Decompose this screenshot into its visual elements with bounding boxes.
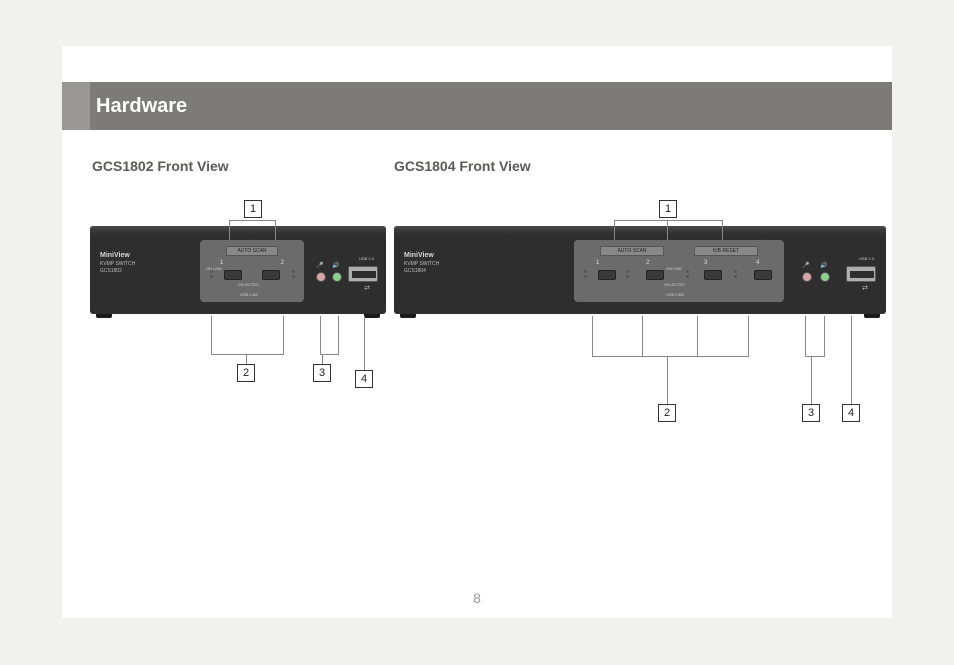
usb-label: USB 2.0 xyxy=(859,256,874,261)
callout-2: 2 xyxy=(237,364,255,382)
callout-line xyxy=(320,316,321,354)
port-select-2[interactable] xyxy=(262,270,280,280)
callout-3: 3 xyxy=(313,364,331,382)
callout-line xyxy=(851,316,852,404)
led-column xyxy=(732,270,738,278)
callout-line xyxy=(283,316,284,354)
device-top-edge xyxy=(394,226,886,234)
port-select-1[interactable] xyxy=(224,270,242,280)
callout-line xyxy=(748,316,749,356)
callout-line xyxy=(667,356,668,404)
callout-4: 4 xyxy=(842,404,860,422)
callout-line xyxy=(322,354,323,364)
port-select-4[interactable] xyxy=(754,270,772,280)
usb-label: USB 2.0 xyxy=(359,256,374,261)
led-column xyxy=(582,270,588,278)
port-select-3[interactable] xyxy=(704,270,722,280)
product-text: KVMP SWITCH xyxy=(404,261,439,267)
control-panel: AUTO SCAN 1 2 ON LINE SELECTED USB LINK xyxy=(200,240,304,302)
port-number-4: 4 xyxy=(756,260,759,266)
port-select-1[interactable] xyxy=(598,270,616,280)
header-bar: Hardware xyxy=(62,82,892,130)
callout-line xyxy=(805,356,825,357)
port-number-1: 1 xyxy=(596,260,599,266)
auto-scan-button[interactable]: AUTO SCAN xyxy=(600,246,664,256)
callout-2: 2 xyxy=(658,404,676,422)
page: Hardware GCS1802 Front View GCS1804 Fron… xyxy=(62,46,892,618)
page-title: Hardware xyxy=(96,95,187,118)
callout-line xyxy=(229,220,276,221)
callout-line xyxy=(364,316,365,370)
callout-line xyxy=(614,220,723,221)
device-foot xyxy=(96,314,112,318)
callout-line xyxy=(642,316,643,356)
usb-icon: ⇄ xyxy=(364,284,370,292)
device-gcs1802: MiniView KVMP SWITCH GCS1802 AUTO SCAN 1… xyxy=(90,226,386,314)
usblink-label: USB LINK xyxy=(240,292,258,297)
callout-line xyxy=(229,220,230,240)
mic-jack[interactable] xyxy=(316,272,326,282)
brand-text: MiniView xyxy=(100,252,130,259)
device-gcs1804: MiniView KVMP SWITCH GCS1804 AUTO SCAN K… xyxy=(394,226,886,314)
speaker-icon: 🔊 xyxy=(332,262,339,269)
subtitle-gcs1802: GCS1802 Front View xyxy=(92,158,229,174)
port-select-2[interactable] xyxy=(646,270,664,280)
usb-port[interactable] xyxy=(348,266,378,282)
model-text: GCS1802 xyxy=(100,268,122,274)
callout-line xyxy=(275,220,276,240)
selected-label: SELECTED xyxy=(664,282,685,287)
callout-line xyxy=(246,354,247,364)
device-foot xyxy=(364,314,380,318)
callout-line xyxy=(592,316,593,356)
callout-line xyxy=(824,316,825,356)
mic-icon: 🎤 xyxy=(316,262,323,269)
usblink-label: USB LINK xyxy=(666,292,684,297)
subtitle-gcs1804: GCS1804 Front View xyxy=(394,158,531,174)
callout-line xyxy=(211,354,284,355)
callout-line xyxy=(722,220,723,240)
device-foot xyxy=(400,314,416,318)
control-panel: AUTO SCAN K/B RESET 1 2 3 4 SELECTED USB… xyxy=(574,240,784,302)
led-column xyxy=(290,270,296,278)
speaker-jack[interactable] xyxy=(332,272,342,282)
model-text: GCS1804 xyxy=(404,268,426,274)
port-number-2: 2 xyxy=(646,260,649,266)
callout-line xyxy=(805,316,806,356)
speaker-jack[interactable] xyxy=(820,272,830,282)
port-number-3: 3 xyxy=(704,260,707,266)
speaker-icon: 🔊 xyxy=(820,262,827,269)
mic-jack[interactable] xyxy=(802,272,812,282)
kb-reset-button[interactable]: K/B RESET xyxy=(694,246,758,256)
callout-line xyxy=(211,316,212,354)
brand-label: MiniView KVMP SWITCH GCS1804 xyxy=(404,252,439,275)
port-number-2: 2 xyxy=(281,260,284,266)
device-top-edge xyxy=(90,226,386,234)
callout-line xyxy=(592,356,749,357)
mic-icon: 🎤 xyxy=(802,262,809,269)
led-column xyxy=(684,270,690,278)
callout-1: 1 xyxy=(659,200,677,218)
usb-icon: ⇄ xyxy=(862,284,868,292)
auto-scan-button[interactable]: AUTO SCAN xyxy=(226,246,278,256)
callout-1: 1 xyxy=(244,200,262,218)
callout-4: 4 xyxy=(355,370,373,388)
product-text: KVMP SWITCH xyxy=(100,261,135,267)
led-column xyxy=(208,270,214,278)
page-number: 8 xyxy=(62,590,892,606)
callout-line xyxy=(697,316,698,356)
device-foot xyxy=(864,314,880,318)
brand-label: MiniView KVMP SWITCH GCS1802 xyxy=(100,252,135,275)
brand-text: MiniView xyxy=(404,252,434,259)
usb-port[interactable] xyxy=(846,266,876,282)
selected-label: SELECTED xyxy=(238,282,259,287)
callout-line xyxy=(338,316,339,354)
online-label: ON LINE xyxy=(666,266,682,271)
led-column xyxy=(624,270,630,278)
callout-3: 3 xyxy=(802,404,820,422)
callout-line xyxy=(614,220,615,240)
callout-line xyxy=(811,356,812,404)
header-accent xyxy=(62,82,90,130)
online-label: ON LINE xyxy=(206,266,222,271)
callout-line xyxy=(667,220,668,240)
